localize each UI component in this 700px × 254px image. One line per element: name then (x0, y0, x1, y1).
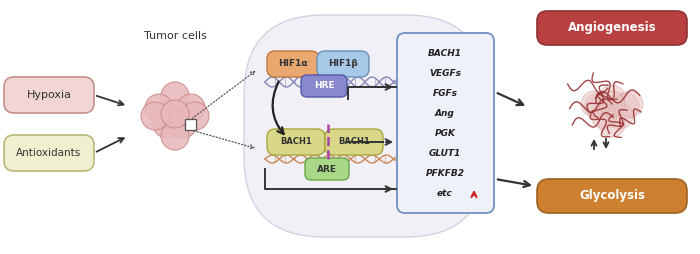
Circle shape (181, 102, 209, 130)
Text: VEGFs: VEGFs (429, 70, 461, 78)
Circle shape (153, 110, 181, 138)
Circle shape (145, 94, 173, 122)
Circle shape (141, 102, 169, 130)
Text: BACH1: BACH1 (338, 137, 370, 147)
Circle shape (607, 103, 633, 129)
Text: HIF1α: HIF1α (278, 59, 308, 69)
FancyBboxPatch shape (305, 158, 349, 180)
Text: Angiogenesis: Angiogenesis (568, 22, 657, 35)
Circle shape (599, 85, 625, 111)
Circle shape (161, 122, 189, 150)
FancyBboxPatch shape (301, 75, 347, 97)
Circle shape (591, 103, 617, 129)
Circle shape (581, 91, 607, 117)
Text: Antioxidants: Antioxidants (16, 148, 82, 158)
FancyBboxPatch shape (317, 51, 369, 77)
FancyBboxPatch shape (244, 15, 486, 237)
FancyBboxPatch shape (397, 33, 494, 213)
FancyBboxPatch shape (325, 129, 383, 155)
Circle shape (161, 82, 189, 110)
Text: etc: etc (437, 189, 453, 198)
Text: ARE: ARE (317, 165, 337, 173)
Text: Glycolysis: Glycolysis (579, 189, 645, 202)
Text: Ang: Ang (435, 109, 455, 119)
Text: HRE: HRE (314, 82, 335, 90)
Circle shape (177, 94, 205, 122)
Text: PGK: PGK (435, 130, 456, 138)
Circle shape (599, 91, 625, 117)
Circle shape (585, 93, 611, 119)
Text: Tumor cells: Tumor cells (144, 31, 206, 41)
FancyBboxPatch shape (537, 179, 687, 213)
Text: PFKFB2: PFKFB2 (426, 169, 465, 179)
Text: BACH1: BACH1 (280, 137, 312, 147)
Circle shape (613, 93, 639, 119)
Bar (185, 119, 196, 130)
Text: BACH1: BACH1 (428, 50, 462, 58)
Text: HIF1β: HIF1β (328, 59, 358, 69)
FancyBboxPatch shape (267, 129, 325, 155)
Circle shape (161, 100, 189, 128)
Text: Hypoxia: Hypoxia (27, 90, 71, 100)
FancyBboxPatch shape (4, 135, 94, 171)
Circle shape (599, 111, 625, 137)
Circle shape (617, 91, 643, 117)
FancyBboxPatch shape (537, 11, 687, 45)
FancyBboxPatch shape (4, 77, 94, 113)
Circle shape (169, 110, 197, 138)
Text: FGFs: FGFs (433, 89, 458, 99)
FancyBboxPatch shape (267, 51, 319, 77)
Text: GLUT1: GLUT1 (429, 150, 461, 158)
